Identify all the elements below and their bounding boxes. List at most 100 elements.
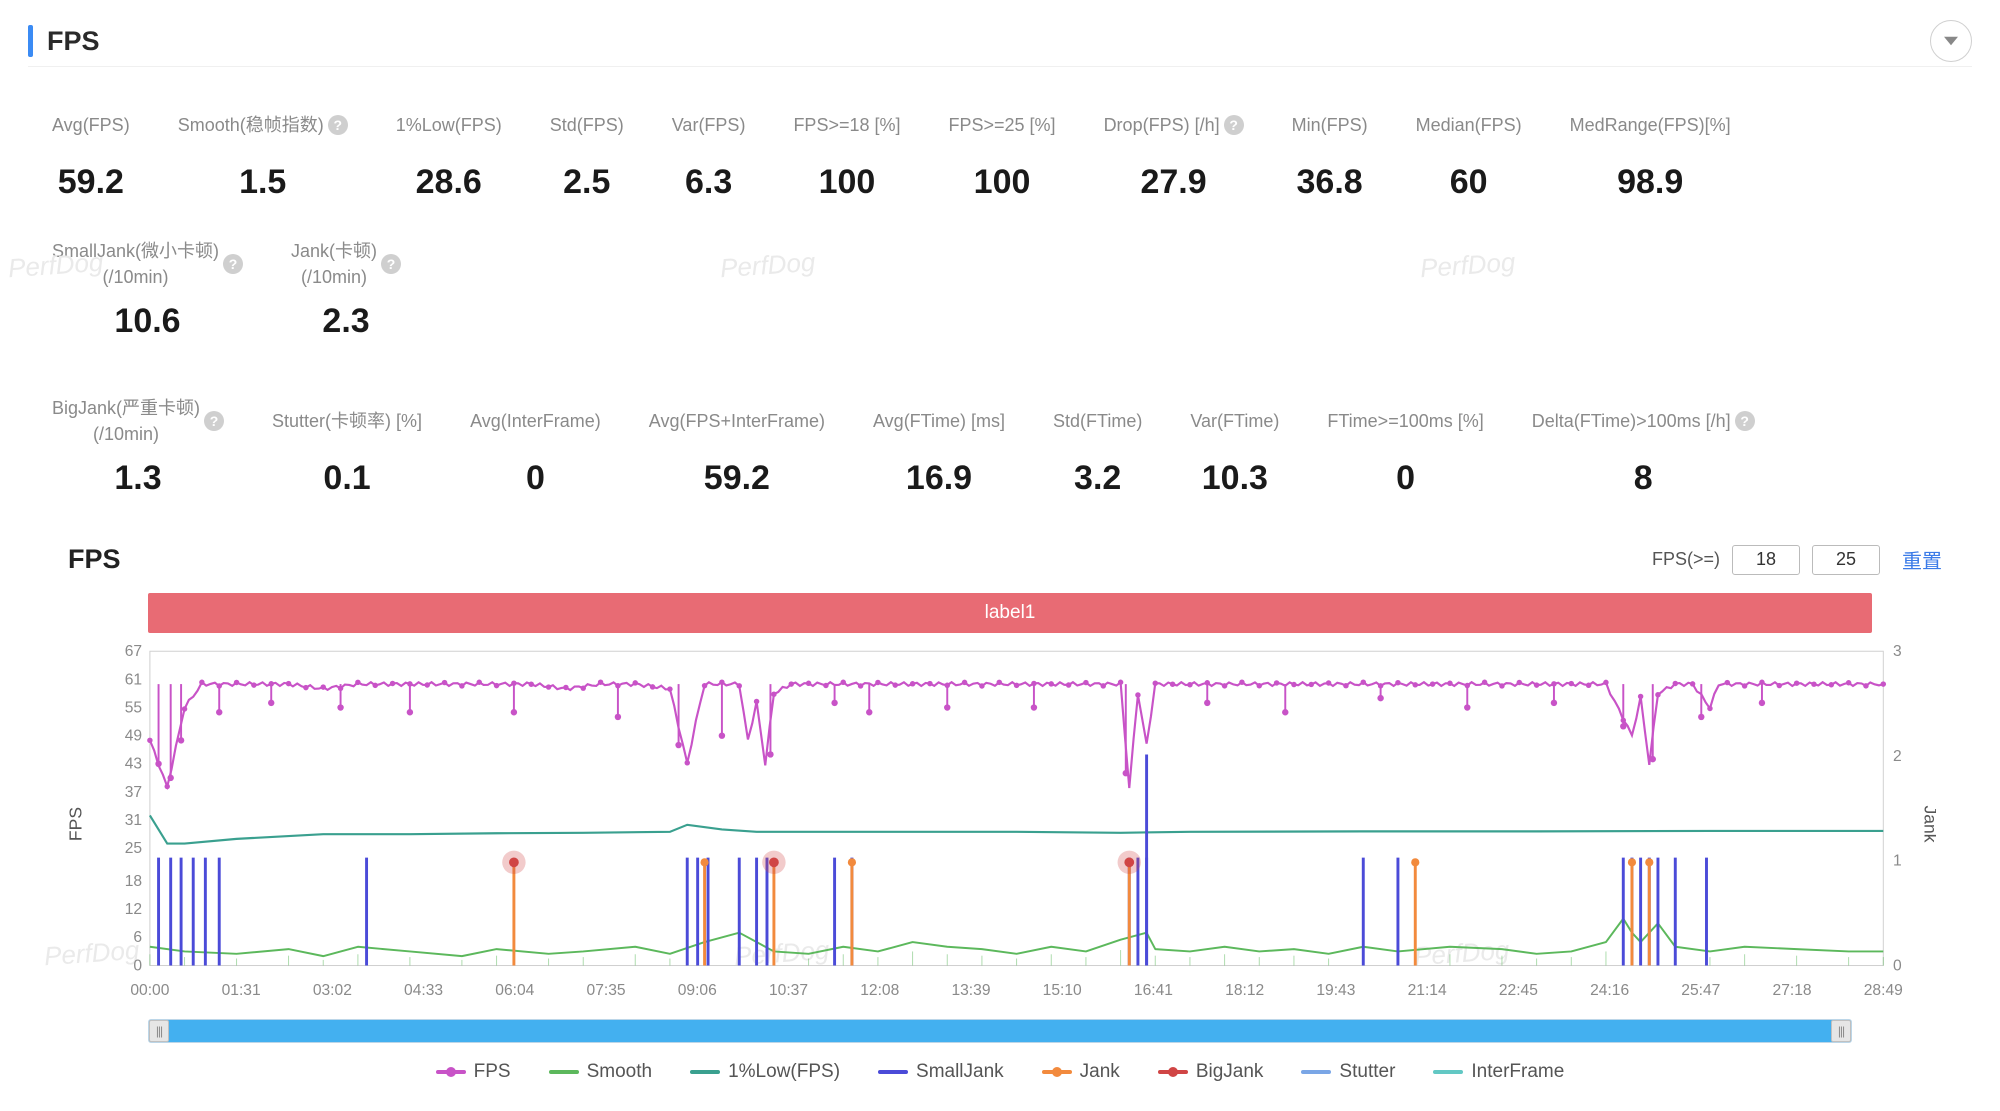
svg-text:07:35: 07:35 <box>587 982 626 999</box>
metric: Stutter(卡顿率) [%]0.1 <box>248 387 446 526</box>
legend-item[interactable]: Jank <box>1042 1061 1120 1083</box>
metric-value: 28.6 <box>416 163 482 202</box>
metric-label: MedRange(FPS)[%] <box>1570 99 1731 151</box>
chart-label-bar[interactable]: label1 <box>148 593 1872 633</box>
chart-title: FPS <box>68 544 121 575</box>
svg-text:0: 0 <box>133 957 142 974</box>
legend-item[interactable]: FPS <box>436 1061 511 1083</box>
svg-text:31: 31 <box>125 812 142 829</box>
svg-text:3: 3 <box>1893 643 1902 660</box>
metric-value: 59.2 <box>704 459 770 498</box>
metric-value: 2.5 <box>563 163 610 202</box>
metric: Var(FPS) 6.3 <box>648 91 770 230</box>
metric-value: 0 <box>1396 459 1415 498</box>
scrollbar-handle-right[interactable]: ||| <box>1831 1020 1851 1042</box>
legend-item[interactable]: SmallJank <box>878 1061 1004 1083</box>
svg-text:18: 18 <box>125 873 142 890</box>
expand-toggle[interactable] <box>1930 20 1972 62</box>
metric: Avg(FTime) [ms]16.9 <box>849 387 1029 526</box>
metric: Smooth(稳帧指数)?1.5 <box>154 91 372 230</box>
legend-label: SmallJank <box>916 1061 1004 1083</box>
scrollbar-handle-left[interactable]: ||| <box>149 1020 169 1042</box>
legend-swatch <box>1301 1070 1331 1074</box>
svg-text:0: 0 <box>1893 957 1902 974</box>
legend-label: FPS <box>474 1061 511 1083</box>
fps-filter-label: FPS(>=) <box>1652 549 1720 570</box>
legend-item[interactable]: Smooth <box>549 1061 652 1083</box>
metric-label: FTime>=100ms [%] <box>1327 395 1483 447</box>
svg-text:25:47: 25:47 <box>1681 982 1720 999</box>
svg-text:06:04: 06:04 <box>495 982 534 999</box>
metric-label: SmallJank(微小卡顿) (/10min)? <box>52 238 243 290</box>
metric-value: 6.3 <box>685 163 732 202</box>
metric-value: 60 <box>1450 163 1488 202</box>
chevron-down-icon <box>1944 34 1958 48</box>
legend-item[interactable]: InterFrame <box>1433 1061 1564 1083</box>
metric-label: Avg(FPS) <box>52 99 130 151</box>
legend-item[interactable]: BigJank <box>1158 1061 1264 1083</box>
metric: 1%Low(FPS) 28.6 <box>372 91 526 230</box>
fps-filter-input-b[interactable] <box>1812 545 1880 575</box>
svg-text:67: 67 <box>125 643 142 660</box>
metric-label: Std(FTime) <box>1053 395 1142 447</box>
metric: Median(FPS) 60 <box>1392 91 1546 230</box>
metric-value: 100 <box>974 163 1031 202</box>
legend-swatch <box>878 1070 908 1074</box>
chart-legend: FPS Smooth 1%Low(FPS) SmallJank Jank BigJank S… <box>28 1043 1972 1091</box>
svg-text:22:45: 22:45 <box>1499 982 1538 999</box>
metric-value: 0.1 <box>323 459 370 498</box>
chart-area[interactable]: PerfDog PerfDog PerfDog 0612182531374349… <box>64 639 1936 1009</box>
time-scrollbar[interactable]: ||| ||| <box>148 1019 1852 1043</box>
legend-swatch <box>1158 1070 1188 1074</box>
svg-text:13:39: 13:39 <box>951 982 990 999</box>
help-icon[interactable]: ? <box>328 115 348 135</box>
svg-text:16:41: 16:41 <box>1134 982 1173 999</box>
legend-item[interactable]: 1%Low(FPS) <box>690 1061 840 1083</box>
legend-swatch <box>549 1070 579 1074</box>
svg-text:15:10: 15:10 <box>1043 982 1082 999</box>
help-icon[interactable]: ? <box>381 254 401 274</box>
svg-text:19:43: 19:43 <box>1316 982 1355 999</box>
metric-value: 36.8 <box>1297 163 1363 202</box>
metric: Drop(FPS) [/h]?27.9 <box>1080 91 1268 230</box>
metric-value: 10.6 <box>114 302 180 341</box>
help-icon[interactable]: ? <box>204 411 224 431</box>
metric-label: 1%Low(FPS) <box>396 99 502 151</box>
metric-value: 2.3 <box>322 302 369 341</box>
metrics-row-1: Avg(FPS)59.2Smooth(稳帧指数)?1.51%Low(FPS)28… <box>28 91 1972 369</box>
fps-filter-reset[interactable]: 重置 <box>1892 545 1942 574</box>
metric-label: Std(FPS) <box>550 99 624 151</box>
svg-text:27:18: 27:18 <box>1773 982 1812 999</box>
svg-text:Jank: Jank <box>1920 805 1936 842</box>
help-icon[interactable]: ? <box>223 254 243 274</box>
fps-filter: FPS(>=) 重置 <box>1652 545 1942 575</box>
chart-section: FPS FPS(>=) 重置 label1 PerfDog PerfDog Pe… <box>28 544 1972 1091</box>
metric: Avg(FPS+InterFrame)59.2 <box>625 387 849 526</box>
legend-item[interactable]: Stutter <box>1301 1061 1395 1083</box>
metric-value: 0 <box>526 459 545 498</box>
metric-label: Var(FPS) <box>672 99 746 151</box>
metric-value: 98.9 <box>1617 163 1683 202</box>
fps-filter-input-a[interactable] <box>1732 545 1800 575</box>
metric: Var(FTime)10.3 <box>1166 387 1303 526</box>
metric-label: Median(FPS) <box>1416 99 1522 151</box>
metric: Avg(FPS)59.2 <box>28 91 154 230</box>
chart-svg: 0612182531374349556167012300:0001:3103:0… <box>64 639 1936 1009</box>
svg-text:25: 25 <box>125 840 143 857</box>
svg-text:09:06: 09:06 <box>678 982 717 999</box>
svg-text:12:08: 12:08 <box>860 982 899 999</box>
metric-value: 1.5 <box>239 163 286 202</box>
help-icon[interactable]: ? <box>1224 115 1244 135</box>
help-icon[interactable]: ? <box>1735 411 1755 431</box>
metric: FTime>=100ms [%] 0 <box>1303 387 1507 526</box>
legend-swatch <box>690 1070 720 1074</box>
metric-label: Min(FPS) <box>1292 99 1368 151</box>
svg-text:28:49: 28:49 <box>1864 982 1903 999</box>
metric-value: 10.3 <box>1202 459 1268 498</box>
svg-text:FPS: FPS <box>66 807 86 841</box>
svg-text:12: 12 <box>125 901 142 918</box>
panel-header: FPS <box>28 20 1972 67</box>
metric: BigJank(严重卡顿) (/10min)?1.3 <box>28 387 248 526</box>
legend-label: 1%Low(FPS) <box>728 1061 840 1083</box>
metric-label: FPS>=18 [%] <box>793 99 900 151</box>
